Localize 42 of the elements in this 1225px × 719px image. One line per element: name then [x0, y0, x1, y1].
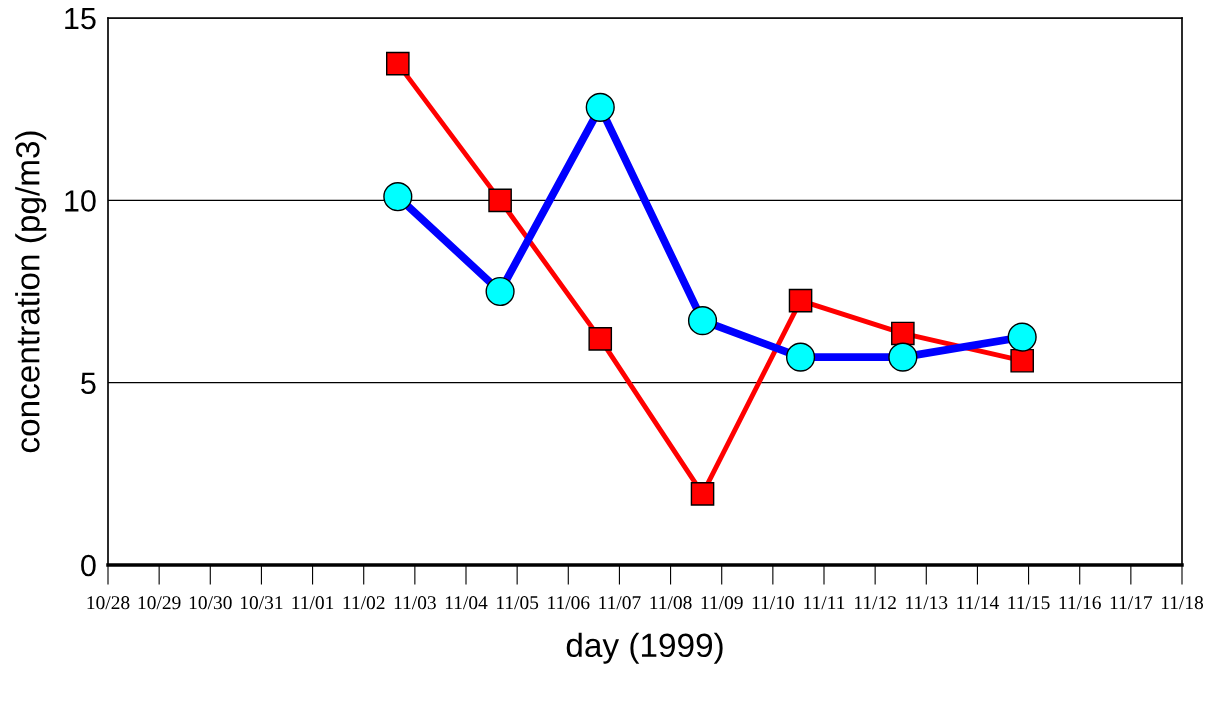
y-axis-title: concentration (pg/m3) — [15, 131, 47, 453]
point — [383, 182, 413, 212]
point — [690, 482, 715, 506]
y-tick-label: 10 — [65, 190, 96, 212]
x-tick-label: 11/04 — [445, 596, 488, 610]
point — [785, 342, 816, 372]
x-tick-label: 11/02 — [343, 596, 385, 610]
y-tick-label: 0 — [81, 554, 96, 577]
y-tick-label: 15 — [65, 8, 96, 30]
x-tick-label: 11/11 — [804, 596, 845, 610]
x-tick-label: 11/13 — [906, 596, 948, 610]
x-axis-title: day (1999) — [566, 632, 723, 664]
x-tick-label: 11/06 — [548, 596, 590, 610]
x-tick-label: 10/28 — [87, 596, 130, 610]
x-tick-label: 10/31 — [240, 596, 283, 610]
point — [488, 188, 512, 213]
y-tick-label: 5 — [81, 372, 96, 395]
point — [585, 92, 615, 122]
x-tick-label: 11/08 — [650, 596, 692, 610]
point — [1010, 348, 1034, 373]
point — [1007, 322, 1037, 352]
x-tick-label: 11/05 — [497, 596, 539, 610]
point — [386, 51, 410, 76]
x-tick-label: 11/09 — [701, 596, 743, 610]
x-tick-label: 11/14 — [957, 596, 999, 610]
point — [687, 306, 718, 336]
x-tick-label: 11/10 — [752, 596, 794, 610]
point — [891, 321, 915, 346]
point — [888, 342, 918, 372]
x-tick-label: 11/15 — [1008, 596, 1050, 610]
x-tick-label: 11/16 — [1059, 596, 1101, 610]
point — [588, 327, 613, 351]
point — [788, 288, 813, 313]
x-tick-label: 11/01 — [292, 596, 334, 610]
x-tick-label: 11/07 — [599, 596, 641, 610]
x-tick-label: 11/12 — [855, 596, 896, 610]
x-tick-label: 11/18 — [1161, 596, 1204, 610]
point — [485, 276, 515, 307]
x-tick-label: 11/03 — [394, 596, 436, 610]
x-tick-label: 11/17 — [1110, 596, 1153, 610]
x-tick-label: 10/30 — [189, 596, 232, 610]
x-tick-label: 10/29 — [138, 596, 181, 610]
